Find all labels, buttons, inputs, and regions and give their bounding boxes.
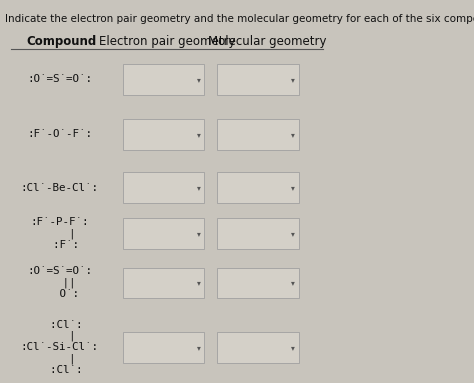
- Text: :Cl̇:: :Cl̇:: [37, 365, 82, 375]
- Text: ▾: ▾: [292, 278, 295, 287]
- Text: ▾: ▾: [197, 278, 201, 287]
- Text: :Cl̇:: :Cl̇:: [37, 319, 82, 330]
- FancyBboxPatch shape: [123, 218, 204, 249]
- Text: Ȯ:: Ȯ:: [40, 289, 79, 299]
- Text: ▾: ▾: [197, 229, 201, 238]
- Text: :Cl̇-Si-Cl̇:: :Cl̇-Si-Cl̇:: [20, 342, 99, 352]
- Text: :Ḟ:: :Ḟ:: [40, 240, 79, 250]
- Text: |: |: [43, 354, 76, 364]
- FancyBboxPatch shape: [123, 119, 204, 150]
- Text: ▾: ▾: [292, 75, 295, 84]
- Text: ▾: ▾: [197, 130, 201, 139]
- Text: ▾: ▾: [292, 130, 295, 139]
- FancyBboxPatch shape: [123, 268, 204, 298]
- Text: :Ȯ=Ṡ=Ȯ:: :Ȯ=Ṡ=Ȯ:: [27, 74, 92, 84]
- FancyBboxPatch shape: [123, 64, 204, 95]
- FancyBboxPatch shape: [123, 332, 204, 363]
- Text: Electron pair geometry: Electron pair geometry: [99, 35, 236, 48]
- FancyBboxPatch shape: [217, 172, 299, 203]
- FancyBboxPatch shape: [123, 172, 204, 203]
- Text: Compound: Compound: [26, 35, 96, 48]
- Text: Indicate the electron pair geometry and the molecular geometry for each of the s: Indicate the electron pair geometry and …: [5, 13, 474, 24]
- Text: ▾: ▾: [197, 343, 201, 352]
- Text: :Cl̇-Be-Cl̇:: :Cl̇-Be-Cl̇:: [20, 183, 99, 193]
- FancyBboxPatch shape: [217, 218, 299, 249]
- FancyBboxPatch shape: [217, 64, 299, 95]
- Text: |: |: [43, 331, 76, 341]
- Text: ▾: ▾: [197, 183, 201, 192]
- Text: ▾: ▾: [197, 75, 201, 84]
- Text: Molecular geometry: Molecular geometry: [208, 35, 326, 48]
- Text: ▾: ▾: [292, 343, 295, 352]
- FancyBboxPatch shape: [217, 332, 299, 363]
- Text: ||: ||: [43, 278, 76, 288]
- Text: ▾: ▾: [292, 183, 295, 192]
- FancyBboxPatch shape: [217, 119, 299, 150]
- Text: :Ḟ-Ȯ-Ḟ:: :Ḟ-Ȯ-Ḟ:: [27, 129, 92, 139]
- Text: :Ḟ-P-Ḟ:: :Ḟ-P-Ḟ:: [30, 217, 89, 227]
- Text: ▾: ▾: [292, 229, 295, 238]
- Text: :Ȯ=Ṡ=Ȯ:: :Ȯ=Ṡ=Ȯ:: [27, 266, 92, 277]
- FancyBboxPatch shape: [217, 268, 299, 298]
- Text: |: |: [43, 228, 76, 239]
